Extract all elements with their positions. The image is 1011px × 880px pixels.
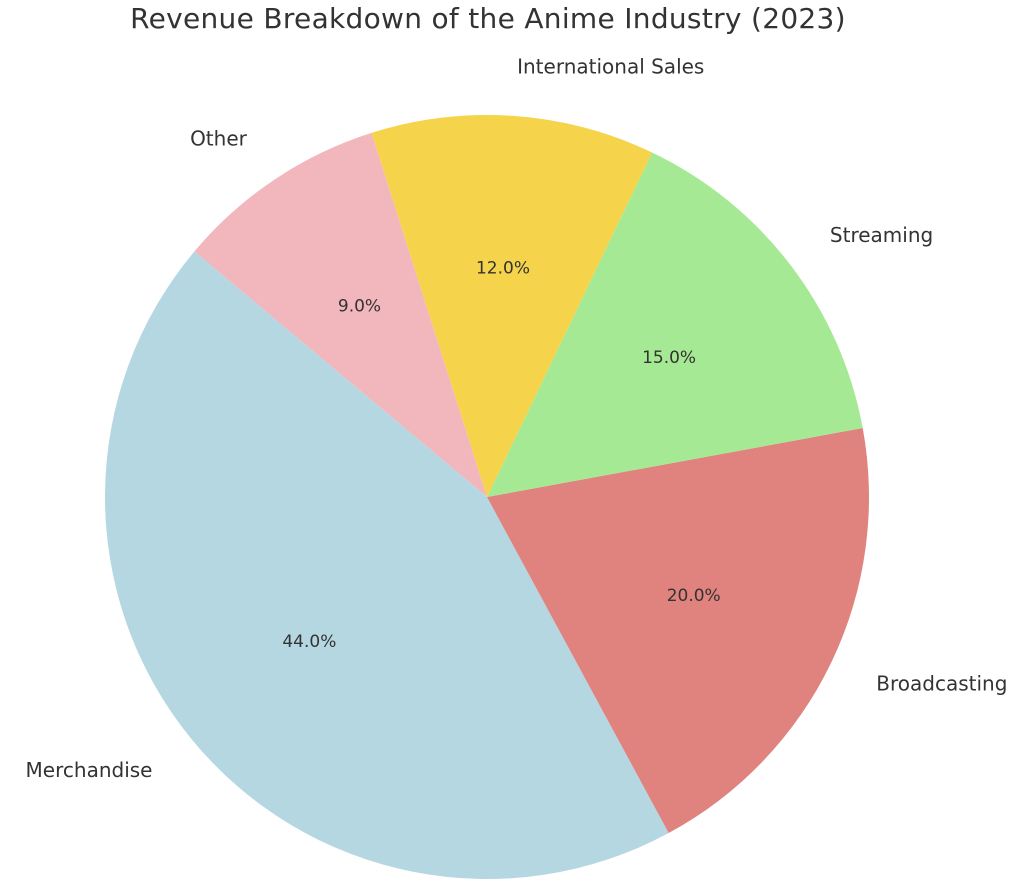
pct-label-merchandise: 44.0% — [282, 632, 336, 652]
slice-label-broadcasting: Broadcasting — [876, 672, 1007, 696]
pie-slice-broadcasting — [487, 428, 869, 834]
pie-slice-streaming — [487, 152, 863, 497]
slice-label-merchandise: Merchandise — [26, 758, 153, 782]
pie-slice-international-sales — [371, 114, 653, 497]
pct-label-streaming: 15.0% — [642, 348, 696, 368]
pct-label-broadcasting: 20.0% — [667, 586, 721, 606]
slice-label-international-sales: International Sales — [517, 54, 704, 78]
slice-label-streaming: Streaming — [830, 223, 933, 247]
pct-label-other: 9.0% — [338, 297, 381, 317]
pie-slice-merchandise — [104, 251, 669, 880]
chart-title: Revenue Breakdown of the Anime Industry … — [130, 2, 846, 35]
pct-label-international-sales: 12.0% — [476, 258, 530, 278]
slice-label-other: Other — [190, 126, 248, 150]
pie-slice-other — [194, 132, 487, 497]
